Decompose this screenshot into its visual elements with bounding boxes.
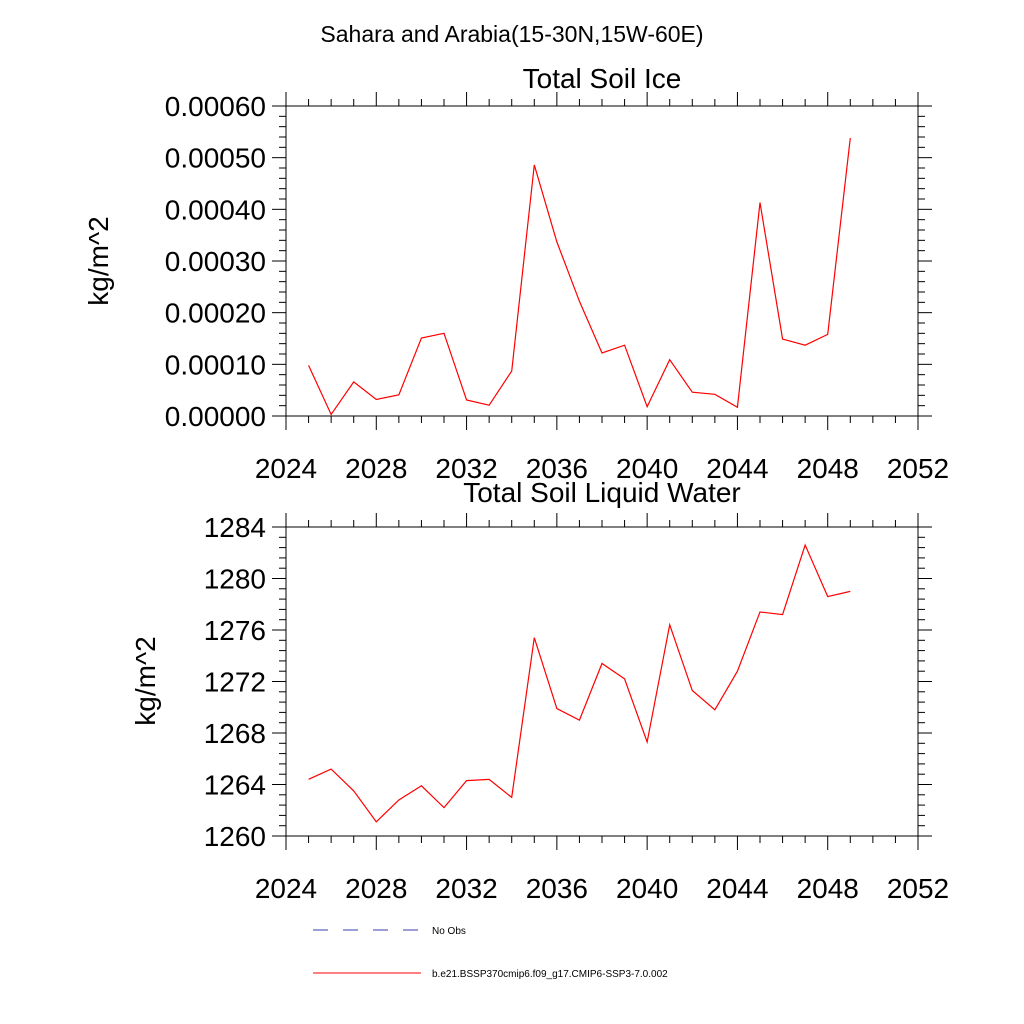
legend: No Obs b.e21.BSSP370cmip6.f09_g17.CMIP6-S… xyxy=(313,926,668,980)
x-tick-label: 2040 xyxy=(616,453,678,484)
plot-frame xyxy=(285,105,919,417)
y-tick-label: 0.00050 xyxy=(165,143,266,174)
chart-title: Total Soil Liquid Water xyxy=(463,477,741,508)
x-tick-label: 2048 xyxy=(797,873,859,904)
y-tick-label: 0.00030 xyxy=(165,246,266,277)
legend-label: b.e21.BSSP370cmip6.f09_g17.CMIP6-SSP3-7.… xyxy=(432,969,668,980)
legend-label: No Obs xyxy=(432,926,466,937)
x-tick-label: 2024 xyxy=(255,873,317,904)
y-tick-label: 0.00020 xyxy=(165,298,266,329)
y-tick-label: 1280 xyxy=(204,564,266,595)
y-tick-label: 0.00000 xyxy=(165,401,266,432)
y-tick-label: 1264 xyxy=(204,770,266,801)
x-tick-label: 2052 xyxy=(887,873,949,904)
y-tick-label: 1272 xyxy=(204,667,266,698)
x-tick-label: 2040 xyxy=(616,873,678,904)
x-tick-label: 2052 xyxy=(887,453,949,484)
y-tick-label: 0.00040 xyxy=(165,194,266,225)
plot-frame xyxy=(285,526,919,837)
y-tick-label: 1268 xyxy=(204,718,266,749)
x-tick-label: 2028 xyxy=(345,453,407,484)
figure-title: Sahara and Arabia(15-30N,15W-60E) xyxy=(320,21,703,47)
chart-title: Total Soil Ice xyxy=(523,63,682,94)
series-line xyxy=(308,543,851,823)
y-tick-label: 1284 xyxy=(204,512,266,543)
y-axis-label: kg/m^2 xyxy=(130,636,161,725)
x-tick-label: 2044 xyxy=(706,453,768,484)
y-tick-label: 0.00010 xyxy=(165,349,266,380)
series-line xyxy=(308,137,851,416)
y-axis-label: kg/m^2 xyxy=(83,216,114,305)
x-tick-label: 2044 xyxy=(706,873,768,904)
x-tick-label: 2024 xyxy=(255,453,317,484)
x-tick-label: 2036 xyxy=(526,873,588,904)
x-tick-label: 2032 xyxy=(435,453,497,484)
panel-total-soil-liquid-water: Total Soil Liquid Water kg/m^2 2024 2028 203… xyxy=(130,477,949,904)
x-tick-label: 2028 xyxy=(345,873,407,904)
x-tick-label: 2048 xyxy=(797,453,859,484)
panel-total-soil-ice: Total Soil Ice kg/m^2 2024 2028 2032 2036 2040… xyxy=(83,63,949,484)
x-tick-label: 2036 xyxy=(526,453,588,484)
y-tick-label: 1276 xyxy=(204,615,266,646)
y-tick-label: 1260 xyxy=(204,821,266,852)
y-tick-label: 0.00060 xyxy=(165,91,266,122)
x-tick-label: 2032 xyxy=(435,873,497,904)
